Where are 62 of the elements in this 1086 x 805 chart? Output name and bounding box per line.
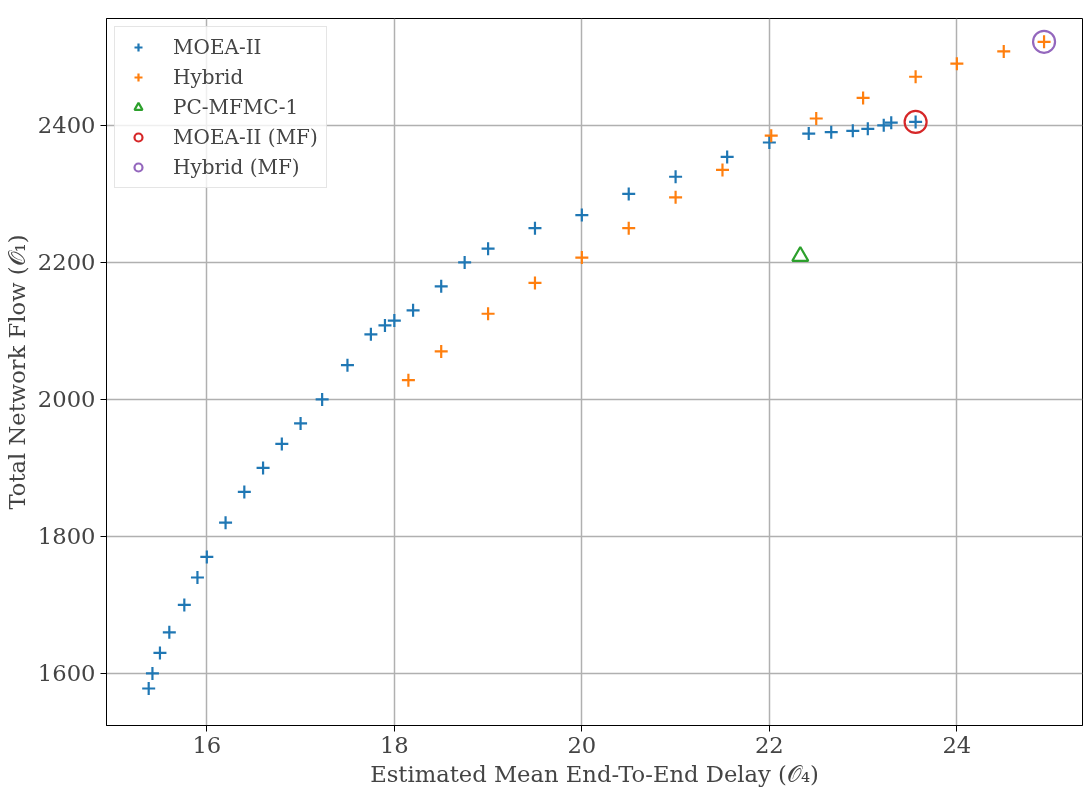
point — [808, 110, 824, 127]
point — [621, 220, 637, 236]
point — [189, 569, 206, 586]
point — [763, 128, 779, 144]
point — [574, 249, 590, 266]
point — [801, 125, 817, 142]
point — [855, 90, 871, 106]
point — [527, 275, 543, 291]
legend-label: MOEA-II (MF) — [173, 125, 318, 149]
point — [176, 597, 192, 613]
point — [574, 207, 590, 223]
y-tick-label: 1600 — [37, 660, 96, 687]
point — [949, 56, 965, 72]
point — [823, 124, 839, 140]
point — [255, 460, 271, 476]
point — [621, 186, 637, 202]
point — [292, 415, 309, 431]
point — [236, 484, 252, 500]
y-axis-title: Total Network Flow (𝒪₁) — [3, 234, 30, 510]
point — [480, 306, 496, 322]
point — [845, 123, 861, 139]
point — [668, 169, 684, 185]
point — [908, 69, 924, 85]
point — [314, 391, 330, 407]
point — [1031, 29, 1057, 54]
point — [719, 149, 735, 165]
point — [480, 241, 496, 257]
y-tick-label: 2400 — [37, 112, 96, 139]
x-tick-label: 22 — [754, 731, 784, 758]
point — [433, 343, 449, 360]
point — [903, 109, 928, 135]
y-tick-label: 1800 — [37, 523, 96, 550]
x-tick-label: 16 — [192, 731, 222, 758]
point — [405, 302, 421, 318]
y-tick-label: 2000 — [37, 386, 96, 413]
x-tick-label: 18 — [379, 731, 409, 758]
point — [161, 624, 177, 640]
point — [860, 121, 876, 137]
point — [217, 515, 234, 531]
point — [996, 43, 1012, 59]
x-tick-label: 20 — [567, 731, 597, 758]
y-tick-label: 2200 — [37, 249, 96, 276]
legend-label: Hybrid — [173, 65, 244, 89]
legend-label: PC-MFMC-1 — [173, 95, 299, 119]
point — [144, 665, 161, 682]
point — [339, 357, 356, 373]
point — [141, 680, 157, 697]
point — [152, 645, 168, 661]
legend-label: MOEA-II — [173, 35, 262, 59]
point — [274, 436, 290, 452]
point — [400, 372, 416, 388]
point — [363, 326, 379, 342]
point — [457, 254, 473, 270]
point — [433, 278, 449, 294]
x-tick-label: 24 — [942, 731, 972, 758]
x-axis-title: Estimated Mean End-To-End Delay (𝒪₄) — [370, 760, 819, 787]
point — [668, 189, 684, 205]
point — [199, 549, 215, 565]
point — [714, 162, 731, 178]
point — [761, 134, 777, 151]
legend-label: Hybrid (MF) — [173, 155, 300, 179]
point — [527, 220, 543, 236]
